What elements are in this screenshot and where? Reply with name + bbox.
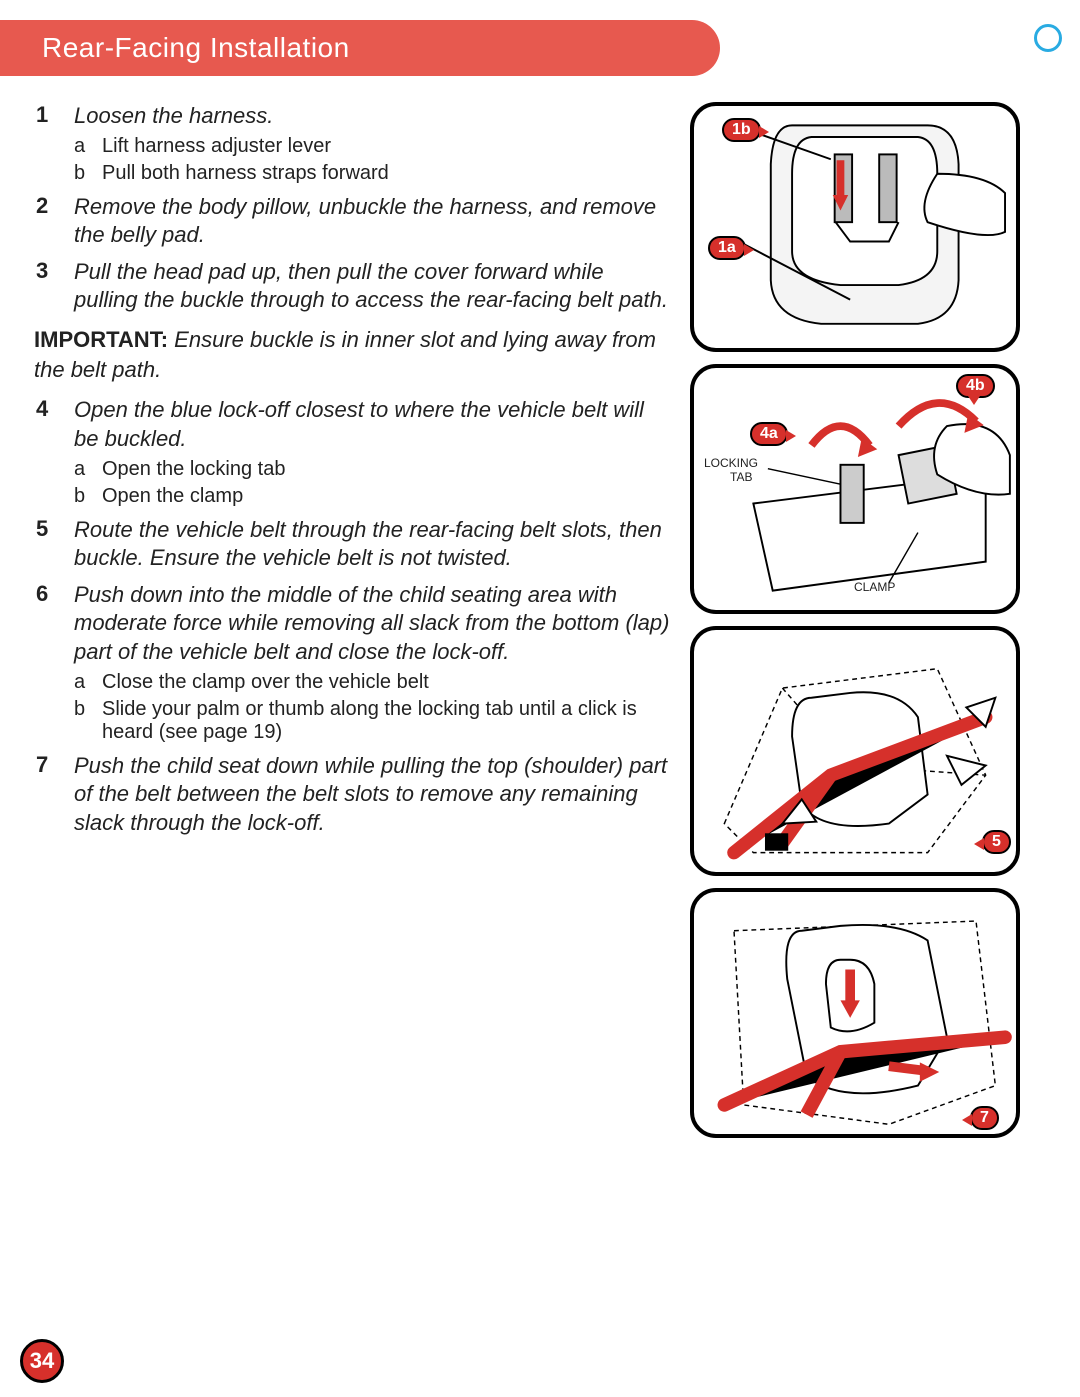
step-6: 6 Push down into the middle of the child… xyxy=(30,581,672,744)
label-tab: TAB xyxy=(730,470,752,484)
instruction-column: 1 Loosen the harness. aLift harness adju… xyxy=(30,102,672,1138)
callout-4b: 4b xyxy=(956,374,995,398)
step-title: Loosen the harness. xyxy=(74,102,672,131)
illustration-column: 1b 1a xyxy=(690,102,1020,1138)
step-7: 7 Push the child seat down while pulling… xyxy=(30,752,672,838)
section-header: Rear-Facing Installation xyxy=(0,20,720,76)
callout-4a: 4a xyxy=(750,422,788,446)
step-3: 3 Pull the head pad up, then pull the co… xyxy=(30,258,672,315)
step-2: 2 Remove the body pillow, unbuckle the h… xyxy=(30,193,672,250)
figure-panel-3: 5 xyxy=(690,626,1020,876)
label-clamp: CLAMP xyxy=(854,580,895,594)
callout-7: 7 xyxy=(970,1106,999,1130)
important-note: IMPORTANT: Ensure buckle is in inner slo… xyxy=(34,325,672,384)
figure-panel-2: 4b 4a LOCKING TAB CLAMP xyxy=(690,364,1020,614)
corner-ring-icon xyxy=(1034,24,1062,52)
step-4: 4 Open the blue lock-off closest to wher… xyxy=(30,396,672,507)
figure-panel-4: 7 xyxy=(690,888,1020,1138)
page-number-badge: 34 xyxy=(20,1339,64,1383)
callout-1a: 1a xyxy=(708,236,746,260)
step-5: 5 Route the vehicle belt through the rea… xyxy=(30,516,672,573)
step-number: 1 xyxy=(30,102,74,128)
callout-1b: 1b xyxy=(722,118,761,142)
section-title: Rear-Facing Installation xyxy=(42,32,350,64)
step-1: 1 Loosen the harness. aLift harness adju… xyxy=(30,102,672,185)
manual-page: Rear-Facing Installation 1 Loosen the ha… xyxy=(0,0,1080,1397)
label-locking: LOCKING xyxy=(704,456,758,470)
callout-5: 5 xyxy=(982,830,1011,854)
figure-panel-1: 1b 1a xyxy=(690,102,1020,352)
